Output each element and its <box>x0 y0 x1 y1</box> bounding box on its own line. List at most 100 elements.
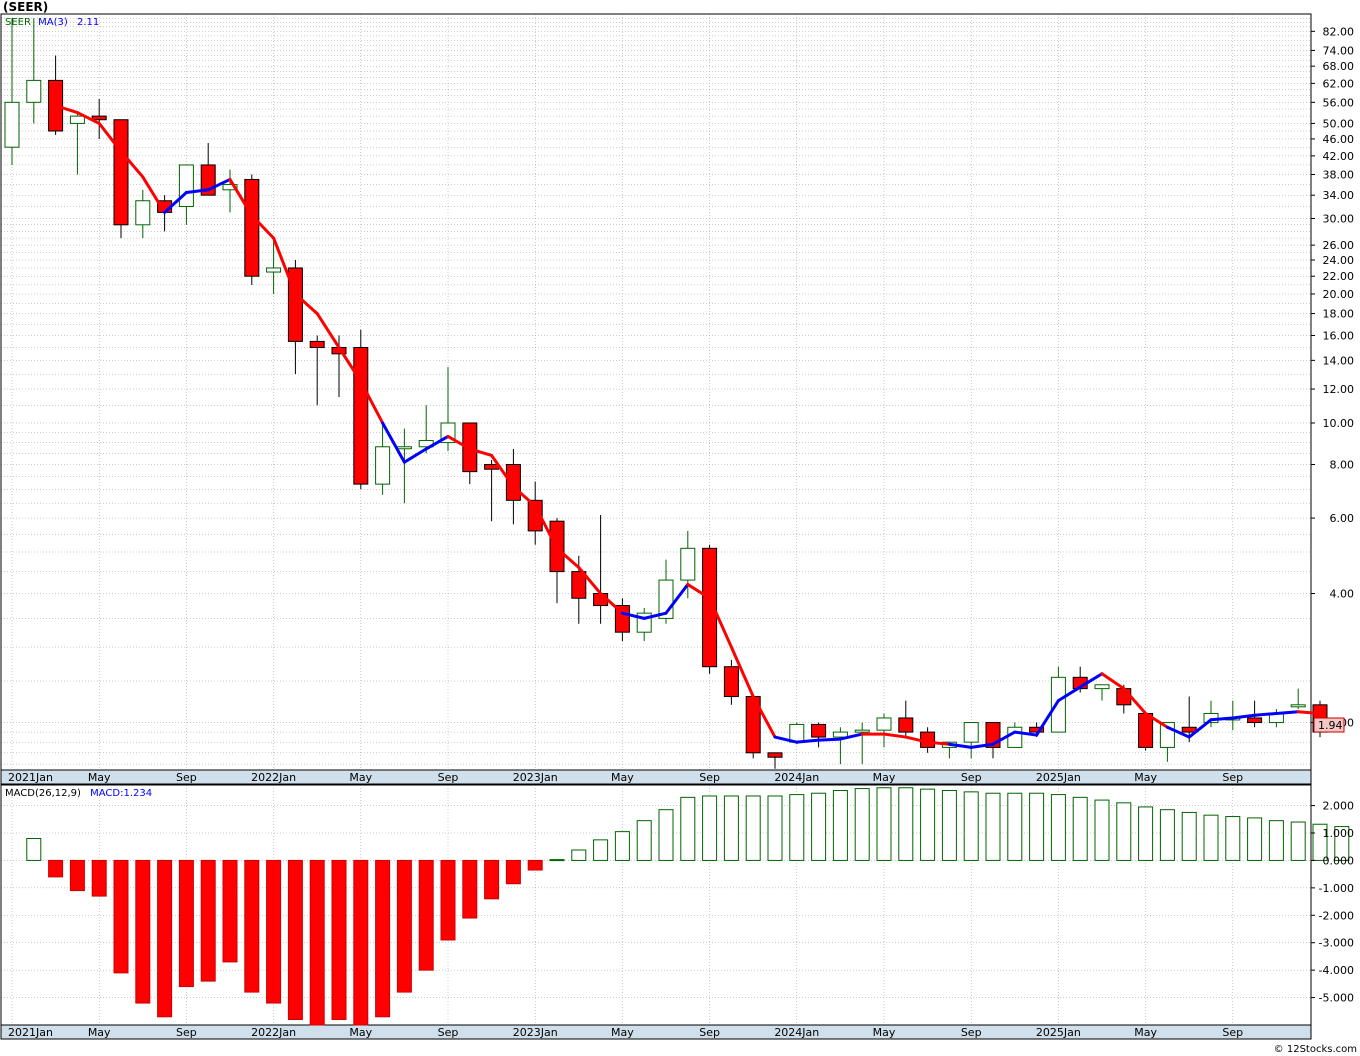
candle <box>876 713 892 748</box>
price-x-tick-label: 2025Jan <box>1036 771 1081 784</box>
price-y-tick-label: 6.00 <box>1330 512 1355 525</box>
ma3-segment <box>1187 718 1213 739</box>
macd-bar <box>636 820 652 861</box>
candle-body <box>898 717 914 733</box>
macd-x-tick-label: May <box>873 1026 896 1039</box>
candle-body <box>266 267 282 273</box>
legend-ma-value: 2.11 <box>77 17 99 28</box>
macd-x-tick-label: Sep <box>1222 1026 1243 1039</box>
candle-body <box>484 464 500 470</box>
macd-bar <box>1072 796 1088 861</box>
price-x-tick-label: Sep <box>1222 771 1243 784</box>
macd-bar <box>920 788 936 861</box>
ma3-segment <box>490 453 515 489</box>
ma3-segment <box>1035 699 1060 737</box>
ma3-segment <box>1231 713 1257 720</box>
macd-y-tick-label: 2.000 <box>1323 800 1355 813</box>
candle-body <box>723 666 739 698</box>
candle-body <box>26 79 42 103</box>
macd-y-tick-label: 1.000 <box>1323 827 1355 840</box>
price-gridlines <box>1 14 1311 770</box>
macd-bar <box>963 791 979 861</box>
macd-bar <box>702 795 718 861</box>
candle <box>898 700 914 738</box>
macd-bar <box>680 796 696 861</box>
price-y-tick-label: 34.00 <box>1323 189 1355 202</box>
macd-bar <box>396 859 412 993</box>
candle <box>4 18 20 165</box>
macd-bar <box>353 859 369 1026</box>
candle-body <box>614 605 630 633</box>
price-x-tick-label: Sep <box>961 771 982 784</box>
macd-x-tick-label: 2022Jan <box>251 1026 296 1039</box>
ma3-segment <box>206 177 232 192</box>
candle <box>614 598 630 641</box>
macd-bar <box>135 859 151 1004</box>
macd-x-axis-labels: 2021Jan May Sep 2022Jan May Sep 2023Jan May Sep 2… <box>8 1026 1243 1039</box>
candle-body <box>4 101 20 148</box>
price-y-tick-label: 18.00 <box>1323 308 1355 321</box>
macd-x-tick-label: Sep <box>438 1026 459 1039</box>
macd-bar <box>484 859 500 900</box>
macd-bar <box>1225 816 1241 861</box>
macd-bar <box>789 794 805 861</box>
macd-bar <box>26 837 42 861</box>
macd-y-tick-label: -3.000 <box>1319 937 1354 950</box>
macd-x-axis-band <box>0 1024 1312 1040</box>
ma3-segment <box>577 566 603 596</box>
macd-bar <box>1290 821 1306 861</box>
macd-x-tick-label: 2025Jan <box>1036 1026 1081 1039</box>
macd-bar <box>287 859 303 1021</box>
ma3-segment <box>1056 685 1082 703</box>
ma3-segment <box>1296 710 1322 715</box>
ma3-segment <box>381 421 406 464</box>
candle-body <box>69 115 85 124</box>
price-y-tick-label: 12.00 <box>1323 383 1355 396</box>
ma3-segment <box>228 177 254 217</box>
macd-bar <box>200 859 216 982</box>
candle-body <box>222 184 238 191</box>
price-y-tick-label: 62.00 <box>1323 77 1355 90</box>
ma3-segment <box>1078 672 1104 689</box>
price-x-axis-band <box>0 769 1312 785</box>
candle-body <box>505 464 521 501</box>
macd-x-tick-label: 2023Jan <box>513 1026 558 1039</box>
ma3-segment <box>1144 711 1169 729</box>
candle <box>527 481 543 545</box>
macd-histogram <box>26 787 1350 1026</box>
macd-bar <box>811 792 827 861</box>
candle-body <box>876 717 892 731</box>
ma3-segment <box>1274 710 1300 715</box>
candle-body <box>1007 726 1023 748</box>
candle <box>832 727 848 765</box>
macd-y-tick-label: 0.000 <box>1323 854 1355 867</box>
ma3-segment <box>599 592 624 615</box>
price-y-tick-label: 74.00 <box>1323 44 1355 57</box>
macd-x-tick-label: May <box>1134 1026 1157 1039</box>
candle-body <box>702 547 718 668</box>
macd-bar <box>1159 809 1175 861</box>
ma3-segment <box>838 732 864 741</box>
macd-bar <box>571 849 587 861</box>
macd-bar <box>941 789 957 861</box>
macd-x-tick-label: May <box>349 1026 372 1039</box>
ma3-segment <box>272 236 297 296</box>
ma3-segment <box>511 485 537 508</box>
candle-body <box>527 499 543 532</box>
ma3-segment <box>119 149 145 179</box>
macd-x-tick-label: 2024Jan <box>774 1026 819 1039</box>
price-x-tick-label: 2021Jan <box>8 771 53 784</box>
macd-bar <box>462 859 478 919</box>
candle <box>26 18 42 124</box>
ma3-segment <box>97 121 123 153</box>
last-price-value: 1.94 <box>1318 719 1343 732</box>
macd-bar <box>157 859 173 1018</box>
ma3-line <box>54 104 1322 749</box>
candle-body <box>963 722 979 743</box>
price-y-tick-label: 22.00 <box>1323 270 1355 283</box>
ma3-segment <box>904 735 930 744</box>
macd-bar <box>1094 799 1110 861</box>
price-y-tick-label: 8.00 <box>1330 459 1355 472</box>
macd-bar <box>1116 802 1132 861</box>
candle <box>266 238 282 294</box>
